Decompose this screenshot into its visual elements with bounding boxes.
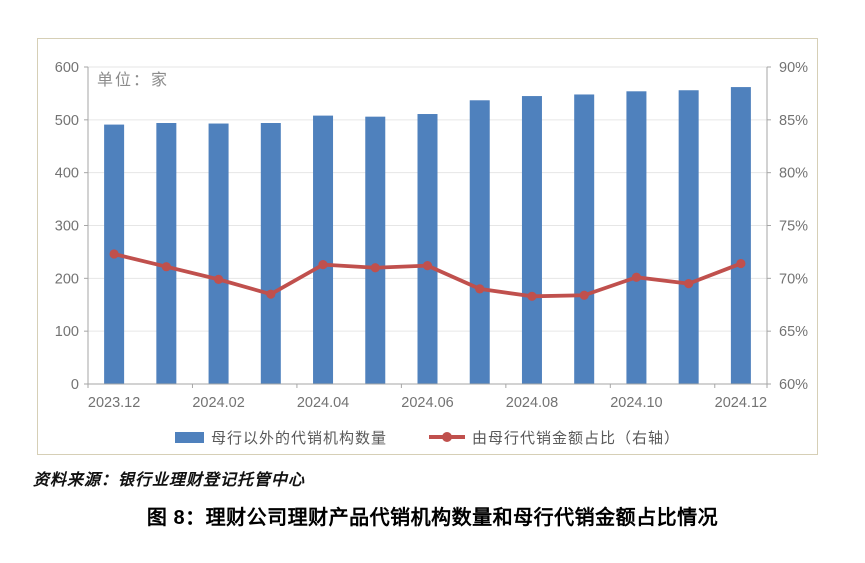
- point-2024.09: [579, 290, 589, 300]
- line-swatch-icon: [429, 432, 465, 442]
- left-axis-label-500: 500: [55, 113, 79, 129]
- x-axis-label-2024.10: 2024.10: [610, 395, 662, 411]
- point-2024.10: [631, 272, 642, 282]
- right-axis-label-70%: 70%: [779, 271, 808, 287]
- x-axis-label-2024.12: 2024.12: [715, 395, 767, 411]
- legend-item-bars: 母行以外的代销机构数量: [174, 427, 387, 448]
- chart-legend: 母行以外的代销机构数量 由母行代销金额占比（右轴）: [38, 426, 817, 448]
- right-axis-label-90%: 90%: [779, 60, 808, 76]
- left-axis-label-0: 0: [71, 377, 79, 393]
- line-series: [109, 249, 746, 301]
- point-2024.01: [161, 262, 171, 272]
- bar-2024.01: [156, 123, 177, 385]
- legend-item-line: 由母行代销金额占比（右轴）: [429, 427, 680, 448]
- x-axis-label-2024.02: 2024.02: [192, 395, 244, 411]
- bar-swatch-icon: [174, 431, 204, 443]
- axes: [84, 66, 771, 388]
- legend-label-line: 由母行代销金额占比（右轴）: [472, 430, 681, 447]
- point-2024.05: [370, 263, 380, 273]
- right-axis-label-85%: 85%: [779, 113, 808, 129]
- bar-2024.08: [521, 96, 542, 384]
- bar-2024.10: [626, 91, 647, 384]
- bar-2024.03: [260, 123, 281, 385]
- bar-2024.07: [469, 100, 490, 384]
- bar-2024.04: [313, 115, 334, 385]
- source-note: 资料来源：银行业理财登记托管中心: [33, 472, 306, 489]
- chart-container: 0 100 200 300 400 500 600 60% 65% 70% 75% 80% 85% 90%…: [37, 38, 818, 455]
- bar-2024.11: [678, 90, 699, 384]
- bar-2024.06: [417, 114, 438, 384]
- bar-2024.02: [208, 123, 229, 384]
- point-2024.06: [422, 261, 433, 271]
- left-axis-label-600: 600: [55, 60, 79, 76]
- point-2024.07: [475, 284, 485, 294]
- x-axis-label-2024.04: 2024.04: [297, 395, 349, 411]
- figure-caption: 图 8：理财公司理财产品代销机构数量和母行代销金额占比情况: [146, 507, 719, 529]
- bar-series: [104, 87, 751, 385]
- point-2024.02: [213, 274, 224, 284]
- point-2024.08: [527, 291, 537, 301]
- left-axis-label-100: 100: [55, 324, 79, 340]
- point-2024.12: [736, 258, 746, 269]
- bar-2024.12: [730, 87, 751, 385]
- point-2024.03: [266, 289, 276, 299]
- unit-label: 单位：家: [97, 72, 170, 89]
- chart-plot: 0 100 200 300 400 500 600 60% 65% 70% 75% 80% 85% 90%…: [55, 60, 808, 411]
- point-2024.04: [318, 259, 328, 270]
- x-axis-label-2024.08: 2024.08: [506, 395, 558, 411]
- line-marker-icon: [442, 432, 452, 442]
- right-axis-label-80%: 80%: [779, 166, 808, 182]
- right-axis-label-65%: 65%: [779, 324, 808, 340]
- left-axis-label-400: 400: [55, 166, 79, 182]
- point-2024.11: [684, 279, 694, 289]
- left-axis-label-300: 300: [55, 219, 79, 235]
- point-2023.12: [109, 249, 119, 259]
- left-axis-label-200: 200: [55, 271, 79, 287]
- right-axis-label-60%: 60%: [779, 377, 808, 393]
- bar-2024.05: [365, 116, 386, 384]
- x-axis-label-2024.06: 2024.06: [401, 395, 453, 411]
- legend-label-bars: 母行以外的代销机构数量: [210, 430, 387, 447]
- axis-labels: 0 100 200 300 400 500 600 60% 65% 70% 75% 80% 85% 90%…: [55, 60, 808, 411]
- right-axis-label-75%: 75%: [779, 219, 808, 235]
- x-axis-label-2023.12: 2023.12: [88, 395, 140, 411]
- bar-2024.09: [574, 94, 595, 384]
